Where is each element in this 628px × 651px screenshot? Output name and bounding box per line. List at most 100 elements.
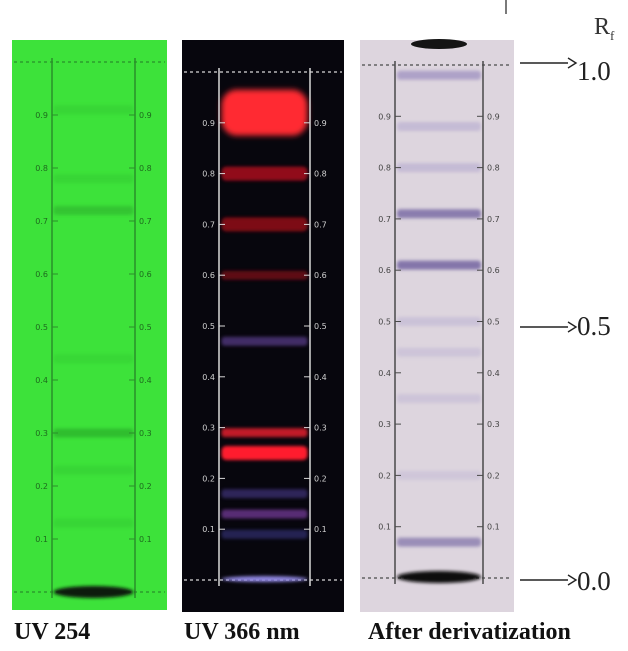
chromatogram-band <box>53 518 134 528</box>
chromatogram-band <box>221 166 308 181</box>
tick-label-left: 0.3 <box>35 429 48 438</box>
tick-label-left: 0.8 <box>378 164 391 173</box>
tick-label-left: 0.2 <box>202 474 215 483</box>
tick-label-left: 0.3 <box>378 420 391 429</box>
tick-label-left: 0.7 <box>35 217 48 226</box>
rf-marker-label-05: 0.5 <box>577 311 611 341</box>
tick-label-right: 0.3 <box>314 424 327 433</box>
plate-label-uv366: UV 366 nm <box>184 619 300 645</box>
chromatogram-band <box>221 529 308 539</box>
chromatogram-band <box>53 174 134 184</box>
origin-spot <box>221 576 308 582</box>
chromatogram-band <box>221 270 308 280</box>
chromatogram-band <box>397 70 481 80</box>
rf-arrow-head <box>567 574 578 586</box>
tick-label-right: 0.1 <box>139 535 152 544</box>
tick-label-right: 0.9 <box>487 112 500 121</box>
rf-marker-label-1: 1.0 <box>577 56 611 86</box>
tick-label-left: 0.5 <box>35 323 48 332</box>
tick-label-left: 0.4 <box>202 373 215 382</box>
tick-label-left: 0.9 <box>378 112 391 121</box>
rf-arrow-head <box>567 321 578 333</box>
tick-label-left: 0.8 <box>202 170 215 179</box>
tick-label-right: 0.9 <box>314 119 327 128</box>
tick-label-left: 0.2 <box>378 471 391 480</box>
tick-label-left: 0.7 <box>378 215 391 224</box>
chromatogram-band <box>53 465 134 475</box>
plate-label-derivatized: After derivatization <box>368 619 571 645</box>
tick-label-left: 0.6 <box>378 266 391 275</box>
tick-label-right: 0.5 <box>314 322 327 331</box>
tick-label-right: 0.4 <box>487 369 500 378</box>
chromatogram-band <box>397 260 481 270</box>
tick-label-right: 0.7 <box>314 220 327 229</box>
tick-label-left: 0.1 <box>378 523 391 532</box>
plate-background <box>12 40 167 610</box>
top-spot <box>411 39 467 49</box>
tick-label-right: 0.8 <box>314 170 327 179</box>
tick-label-right: 0.2 <box>487 471 500 480</box>
plate-label-uv254: UV 254 <box>14 619 91 645</box>
tick-label-left: 0.6 <box>202 271 215 280</box>
chromatogram-band <box>53 205 134 215</box>
chromatogram-band <box>397 470 481 480</box>
chromatogram-band <box>53 428 134 438</box>
rf-axis-symbol-main: R <box>594 14 611 40</box>
tick-label-left: 0.4 <box>35 376 48 385</box>
chromatogram-band <box>397 537 481 547</box>
tick-label-left: 0.6 <box>35 270 48 279</box>
tick-label-right: 0.5 <box>139 323 152 332</box>
chromatogram-band <box>221 509 308 519</box>
tick-label-right: 0.2 <box>139 482 152 491</box>
tick-label-right: 0.9 <box>139 111 152 120</box>
tick-label-right: 0.3 <box>487 420 500 429</box>
chromatogram-band <box>397 347 481 357</box>
chromatogram-band <box>397 393 481 403</box>
tick-label-left: 0.7 <box>202 220 215 229</box>
tick-label-left: 0.3 <box>202 424 215 433</box>
tick-label-left: 0.9 <box>202 119 215 128</box>
tick-label-left: 0.8 <box>35 164 48 173</box>
chromatogram-band <box>53 354 134 364</box>
chromatogram-band <box>221 489 308 499</box>
tick-label-right: 0.6 <box>314 271 327 280</box>
tick-label-left: 0.2 <box>35 482 48 491</box>
chromatogram-band <box>53 105 134 115</box>
chromatogram-band <box>221 446 308 460</box>
tlc-plate-uv254: 0.9 0.9 0.8 0.8 0.7 0.7 0.6 0.6 0.5 0.5 0.4 0.4 0.3 0… <box>12 40 167 610</box>
origin-spot <box>53 586 134 598</box>
tick-label-right: 0.7 <box>487 215 500 224</box>
tick-label-right: 0.8 <box>487 164 500 173</box>
tick-label-right: 0.3 <box>139 429 152 438</box>
tick-label-left: 0.5 <box>378 318 391 327</box>
tick-label-right: 0.1 <box>314 525 327 534</box>
chromatogram-band <box>221 217 308 232</box>
rf-arrow-head <box>567 57 578 69</box>
tick-label-right: 0.8 <box>139 164 152 173</box>
tick-label-right: 0.7 <box>139 217 152 226</box>
tlc-plate-derivatized: 0.9 0.9 0.8 0.8 0.7 0.7 0.6 0.6 0.5 0.5 0.4 0.4 0.3 0… <box>360 39 514 612</box>
rf-axis-symbol-sub: f <box>610 27 615 43</box>
tick-label-left: 0.5 <box>202 322 215 331</box>
tick-label-left: 0.1 <box>35 535 48 544</box>
chromatogram-band <box>221 89 308 136</box>
rf-marker-label-0: 0.0 <box>577 566 611 596</box>
tick-label-right: 0.4 <box>139 376 152 385</box>
tick-label-right: 0.6 <box>487 266 500 275</box>
tick-label-right: 0.6 <box>139 270 152 279</box>
tlc-plate-uv366: 0.9 0.9 0.8 0.8 0.7 0.7 0.6 0.6 0.5 0.5 0.4 0.4 0.3 0… <box>182 40 344 612</box>
tick-label-right: 0.1 <box>487 523 500 532</box>
chromatogram-band <box>397 122 481 132</box>
tick-label-left: 0.4 <box>378 369 391 378</box>
chromatogram-band <box>221 428 308 438</box>
chromatogram-band <box>221 336 308 346</box>
rf-axis-symbol: Rf <box>594 14 614 44</box>
tick-label-right: 0.5 <box>487 318 500 327</box>
chromatogram-band <box>397 317 481 326</box>
tick-label-left: 0.1 <box>202 525 215 534</box>
tick-label-right: 0.2 <box>314 474 327 483</box>
tick-label-right: 0.4 <box>314 373 327 382</box>
tick-label-left: 0.9 <box>35 111 48 120</box>
chromatogram-band <box>397 163 481 173</box>
